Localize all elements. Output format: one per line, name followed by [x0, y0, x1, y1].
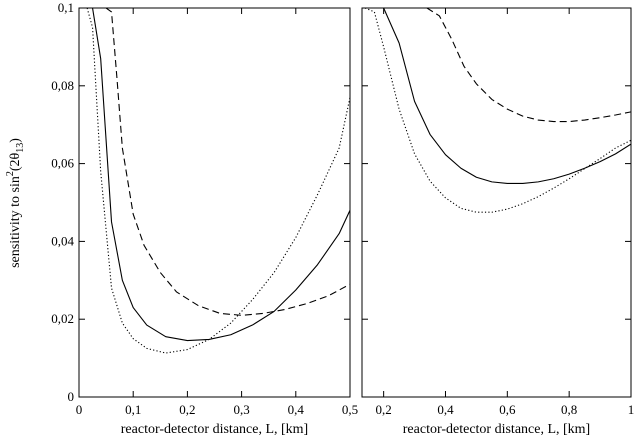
left-x-tick-label: 0,1 — [125, 402, 141, 417]
left-series-dotted — [86, 8, 350, 354]
left-panel: 0 0,1 0,2 0,3 0,4 0,5 0 0,02 0,04 0,06 0,08 0,1 reac… — [51, 0, 358, 436]
left-x-axis-title: reactor-detector distance, L, [km] — [121, 422, 308, 436]
right-x-tick-label: 0,2 — [376, 402, 392, 417]
left-y-tick-label: 0,1 — [58, 0, 74, 15]
left-y-tick-label: 0,02 — [51, 311, 74, 326]
y-axis-title: sensitivity to sin2(2θ13) — [5, 138, 26, 268]
right-series-solid — [383, 8, 631, 184]
y-axis-title-close: ) — [8, 138, 23, 143]
right-series-dashed — [426, 8, 631, 123]
right-x-axis-title: reactor-detector distance, L, [km] — [403, 422, 590, 436]
left-x-tick-label: 0,2 — [179, 402, 195, 417]
y-axis-title-open: (2θ — [8, 152, 23, 171]
right-x-tick-label: 0,6 — [499, 402, 516, 417]
left-y-tick-label: 0,08 — [51, 78, 74, 93]
left-y-tick-label: 0,04 — [51, 233, 74, 248]
left-y-tick-label: 0 — [68, 389, 75, 404]
left-series-solid — [87, 8, 350, 342]
right-x-tick-label: 0,8 — [561, 402, 577, 417]
y-axis-title-sup: 2 — [5, 171, 16, 176]
right-x-tick-label: 1 — [628, 402, 635, 417]
left-y-tick-label: 0,06 — [51, 156, 74, 171]
left-series-dashed — [105, 8, 350, 316]
right-plot-frame — [361, 7, 632, 398]
right-series-dotted — [364, 8, 631, 213]
y-axis-title-sub: 13 — [15, 143, 26, 153]
y-axis-title-main: sensitivity to sin — [8, 176, 23, 268]
left-x-tick-label: 0,4 — [288, 402, 305, 417]
left-x-tick-label: 0 — [76, 402, 83, 417]
right-x-tick-label: 0,4 — [437, 402, 454, 417]
right-panel: 0,2 0,4 0,6 0,8 1 reactor-detector distance, … — [361, 7, 635, 436]
left-plot-frame — [78, 7, 351, 398]
left-x-tick-label: 0,3 — [233, 402, 249, 417]
left-x-tick-label: 0,5 — [342, 402, 358, 417]
